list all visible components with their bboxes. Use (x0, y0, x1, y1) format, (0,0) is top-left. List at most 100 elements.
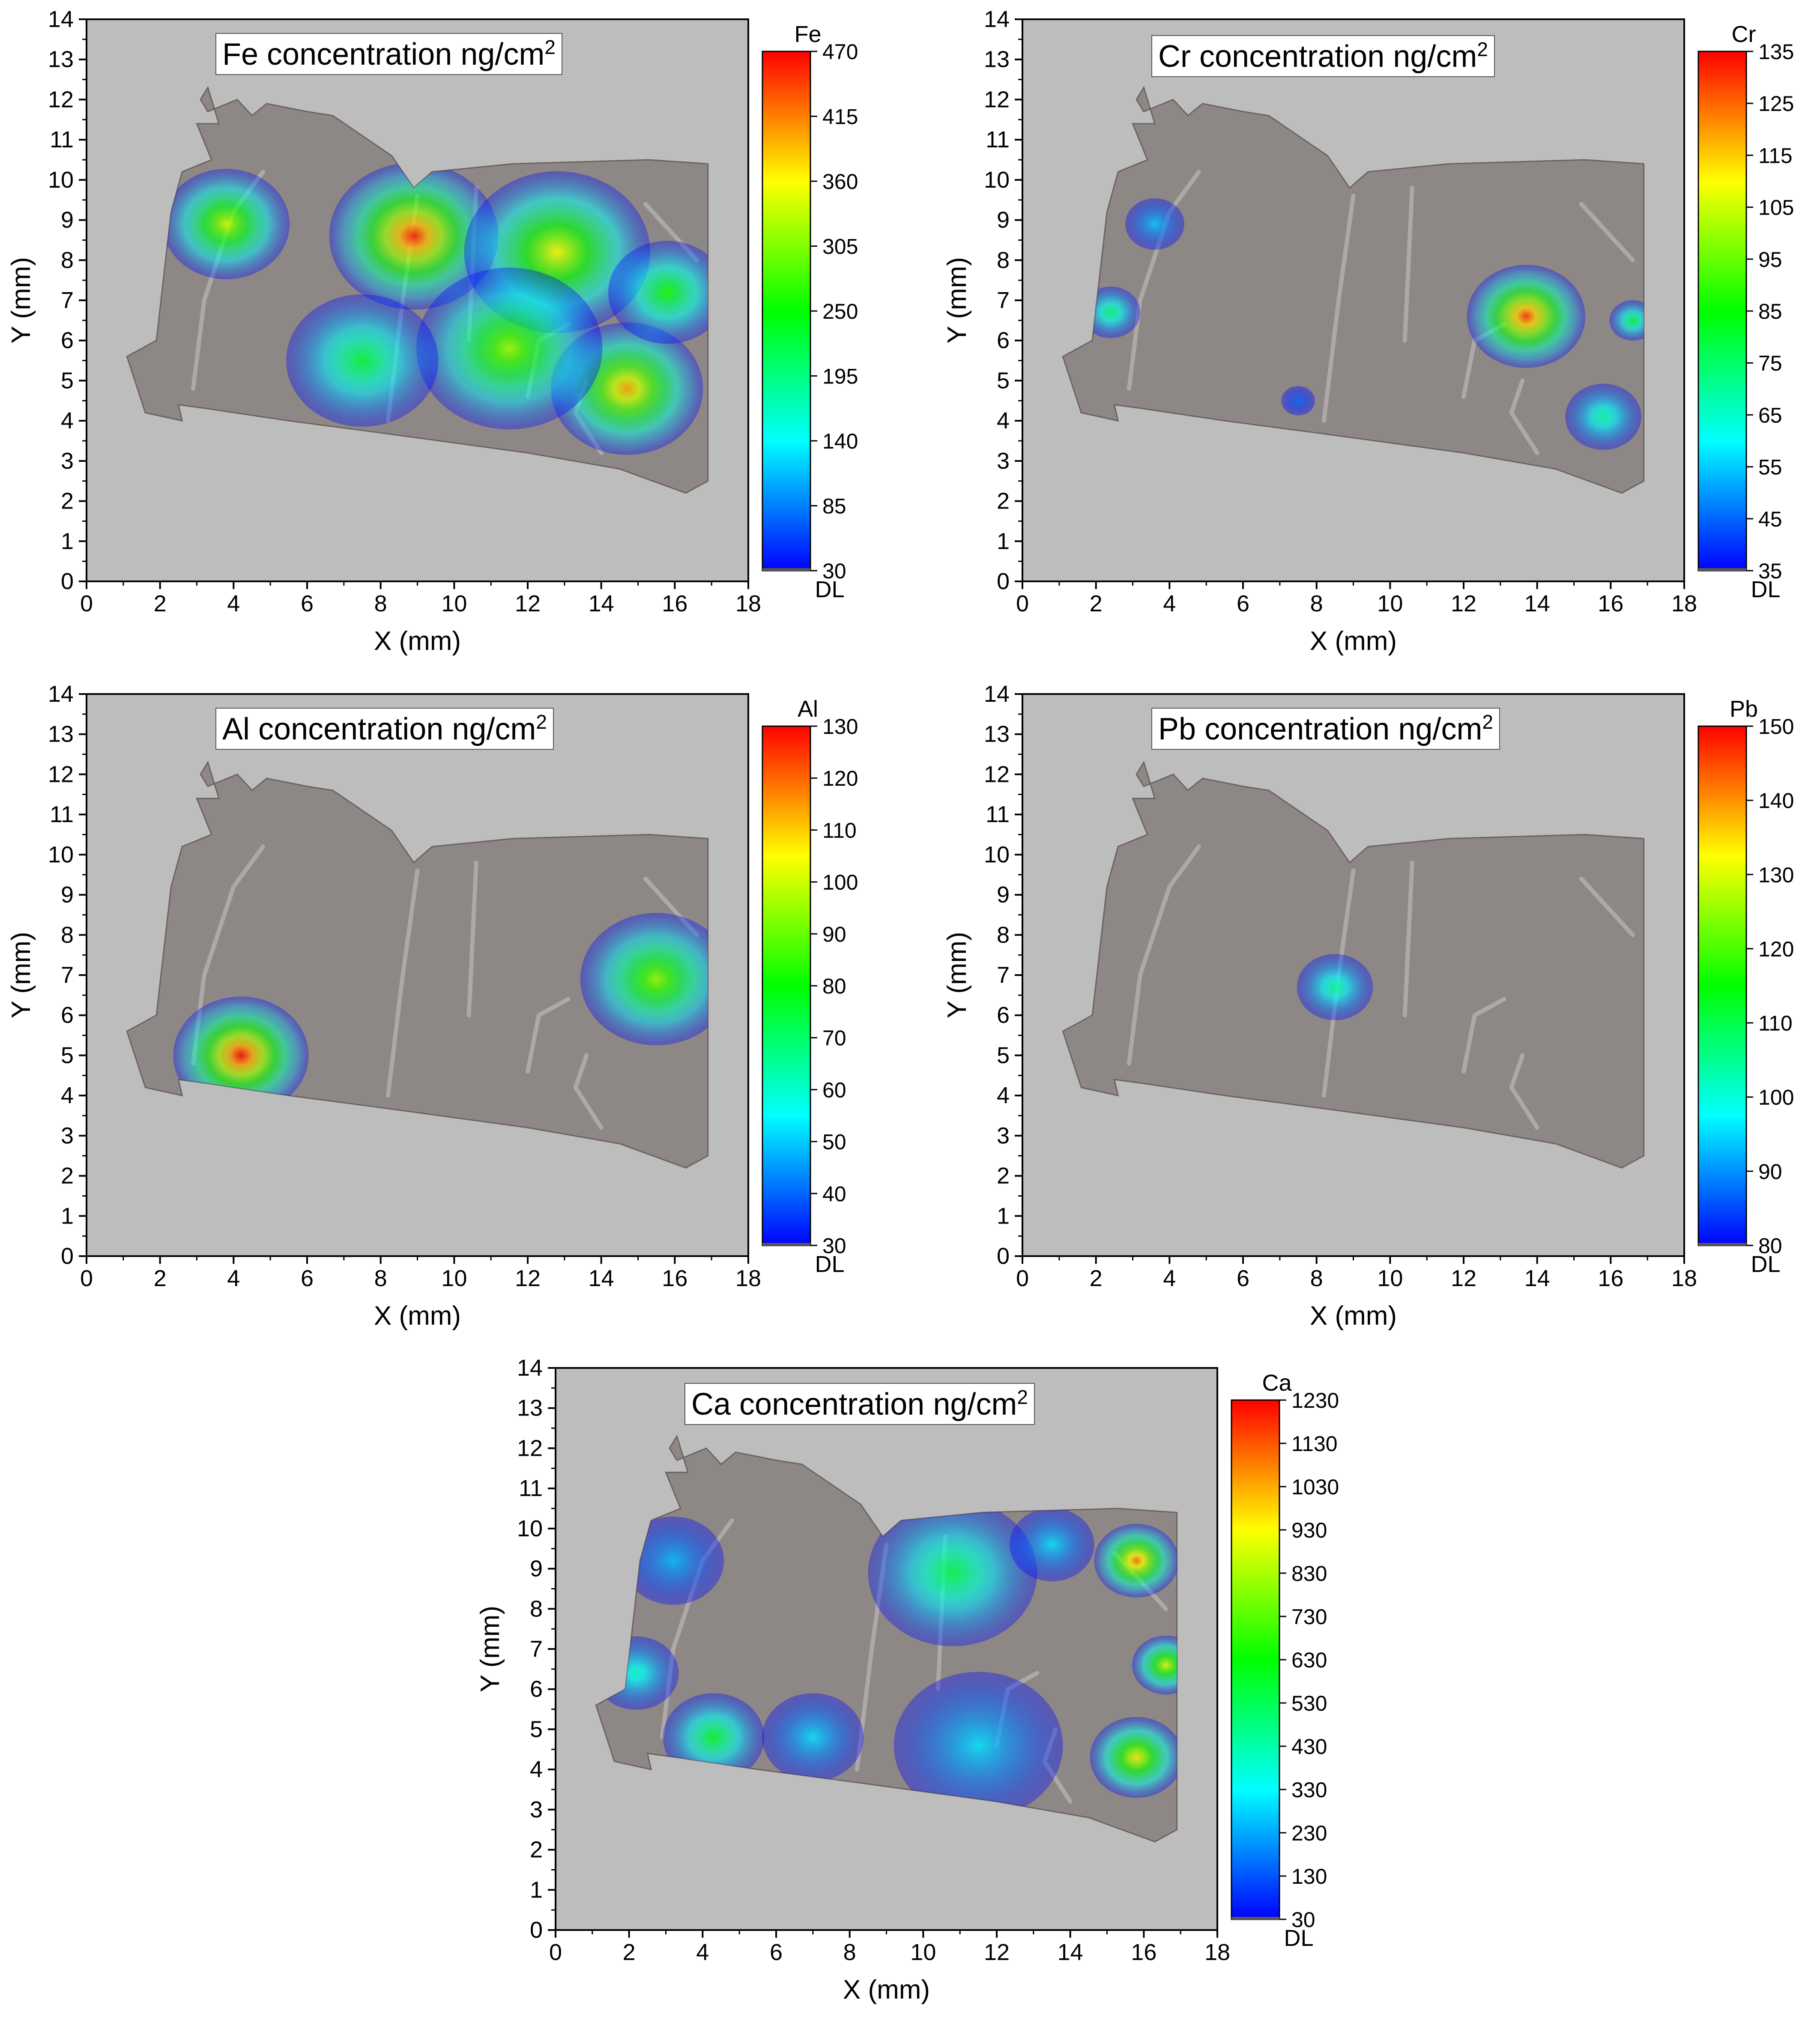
cr-colorbar-dl-band (1698, 568, 1746, 572)
ca-colorbar (1231, 1399, 1280, 1920)
pb-y-tick-label: 11 (986, 802, 1010, 827)
ca-x-tick-label: 4 (696, 1939, 709, 1965)
ca-y-tick-label: 11 (519, 1475, 543, 1501)
cr-x-tick-label: 16 (1598, 591, 1623, 616)
pb-colorbar-tick-label: 110 (1758, 1012, 1793, 1035)
cr-colorbar-tick-label: 65 (1758, 403, 1782, 427)
pb-x-tick-label: 16 (1598, 1266, 1623, 1291)
fe-x-tick-label: 2 (154, 591, 167, 616)
cr-hotspot (1609, 300, 1644, 341)
pb-sample-ridge (1127, 844, 1201, 1066)
cr-y-tick-label: 14 (984, 6, 1010, 32)
pb-x-axis-label: X (mm) (1310, 1301, 1397, 1331)
ca-x-tick-label: 10 (910, 1939, 936, 1965)
ca-colorbar-tick-label: 30 (1291, 1908, 1315, 1932)
cr-colorbar-name: Cr (1732, 21, 1756, 47)
al-x-tick-label: 4 (227, 1266, 240, 1291)
ca-colorbar-tick-label: 730 (1291, 1605, 1327, 1629)
ca-colorbar-tick-label: 230 (1291, 1821, 1327, 1845)
al-colorbar-tick-label: 70 (822, 1026, 846, 1050)
fe-y-tick-label: 0 (61, 569, 74, 594)
cr-sample-ridge (1579, 202, 1635, 263)
cr-colorbar-tick-label: 105 (1758, 196, 1794, 220)
ca-y-tick-label: 0 (530, 1917, 543, 1943)
al-y-tick-label: 10 (48, 842, 74, 868)
pb-hotspot (1297, 954, 1373, 1020)
ca-x-tick-label: 18 (1204, 1939, 1230, 1965)
al-x-tick-label: 16 (662, 1266, 687, 1291)
fe-y-tick-label: 11 (50, 127, 74, 153)
fe-colorbar-tick-label: 470 (822, 40, 858, 64)
cr-y-tick-label: 6 (997, 328, 1010, 353)
cr-y-tick-label: 9 (997, 207, 1010, 233)
pb-title: Pb concentration ng/cm2 (1151, 708, 1500, 750)
cr-y-tick-label: 12 (984, 87, 1010, 112)
cr-heat-layer (1081, 198, 1644, 450)
al-sample-ridge (526, 997, 571, 1074)
al-x-tick-label: 0 (80, 1266, 93, 1291)
cr-sample-shape (1062, 86, 1645, 494)
pb-panel: 0 2 4 6 8 10 12 14 16 18 0 1 2 3 4 5 6 7 8 9 10 11 12 13 14 X (mm… (936, 675, 1818, 1343)
ca-colorbar-dl-band (1231, 1917, 1279, 1920)
fe-y-tick-label: 12 (48, 87, 74, 112)
cr-y-tick-label: 5 (997, 368, 1010, 393)
fe-x-tick-label: 10 (441, 591, 467, 616)
cr-sample-ridge (1402, 186, 1414, 343)
cr-colorbar-tick-label: 75 (1758, 351, 1782, 375)
cr-hotspot (1125, 198, 1185, 250)
cr-sample-ridge (1509, 378, 1539, 455)
ca-colorbar-tick-label: 1130 (1291, 1432, 1338, 1456)
ca-colorbar-tick-label: 530 (1291, 1691, 1327, 1715)
pb-sample-ridge (1509, 1053, 1539, 1130)
ca-colorbar-name: Ca (1262, 1370, 1292, 1396)
fe-y-tick-label: 3 (61, 448, 74, 474)
al-x-axis-label: X (mm) (374, 1301, 461, 1331)
ca-y-tick-label: 14 (517, 1355, 543, 1381)
al-colorbar-dl-band (762, 1243, 810, 1246)
al-title-sup: 2 (536, 711, 547, 733)
cr-y-tick-label: 4 (997, 408, 1010, 434)
ca-colorbar-tick-label: 630 (1291, 1648, 1327, 1672)
fe-colorbar-tick-label: 415 (822, 105, 858, 129)
cr-panel: 0 2 4 6 8 10 12 14 16 18 0 1 2 3 4 5 6 7 8 9 10 11 12 13 14 X (mm… (936, 0, 1818, 668)
ca-y-tick-label: 13 (517, 1395, 543, 1421)
al-y-tick-label: 12 (48, 761, 74, 787)
ca-colorbar-tick-label: 830 (1291, 1562, 1327, 1586)
pb-title-text: Pb concentration ng/cm (1158, 712, 1482, 746)
al-sample-ridge (573, 1053, 604, 1130)
ca-colorbar-tick-label: 430 (1291, 1735, 1327, 1759)
pb-y-tick-label: 12 (984, 761, 1010, 787)
ca-title: Ca concentration ng/cm2 (684, 1383, 1035, 1425)
ca-hotspot (1132, 1635, 1177, 1695)
al-colorbar-tick-label: 50 (822, 1130, 846, 1154)
ca-x-tick-label: 0 (549, 1939, 562, 1965)
cr-colorbar-tick-label: 55 (1758, 455, 1782, 479)
cr-y-tick-label: 7 (997, 287, 1010, 313)
cr-x-tick-label: 2 (1090, 591, 1103, 616)
ca-y-tick-label: 7 (530, 1636, 543, 1662)
cr-y-tick-label: 0 (997, 569, 1010, 594)
fe-colorbar-dl-band (762, 568, 810, 572)
ca-title-text: Ca concentration ng/cm (691, 1387, 1017, 1421)
pb-y-axis-label: Y (mm) (942, 932, 972, 1018)
al-hotspot (580, 913, 708, 1045)
cr-sample-ridge (1127, 170, 1201, 391)
fe-title-sup: 2 (544, 36, 556, 58)
cr-x-tick-label: 8 (1310, 591, 1323, 616)
al-colorbar-tick-label: 110 (822, 818, 857, 842)
fe-y-tick-label: 7 (61, 287, 74, 313)
ca-y-tick-label: 3 (530, 1797, 543, 1822)
ca-x-tick-label: 8 (843, 1939, 856, 1965)
fe-x-axis-label: X (mm) (374, 626, 461, 656)
fe-x-tick-label: 14 (589, 591, 614, 616)
cr-x-tick-label: 6 (1237, 591, 1249, 616)
fe-y-tick-label: 9 (61, 207, 74, 233)
ca-hotspot (1094, 1523, 1177, 1598)
ca-hotspot (762, 1693, 864, 1782)
pb-y-tick-label: 5 (997, 1042, 1010, 1068)
fe-colorbar-tick-label: 140 (822, 429, 858, 453)
ca-y-tick-label: 12 (517, 1435, 543, 1461)
pb-y-tick-label: 6 (997, 1003, 1010, 1028)
pb-x-tick-label: 0 (1016, 1266, 1029, 1291)
